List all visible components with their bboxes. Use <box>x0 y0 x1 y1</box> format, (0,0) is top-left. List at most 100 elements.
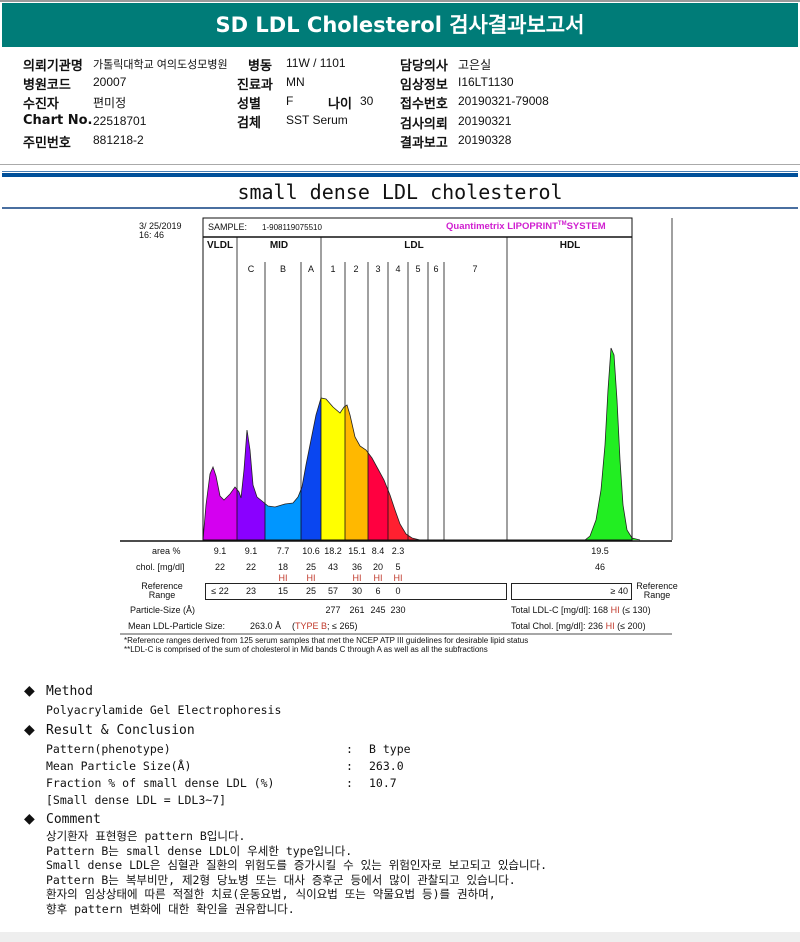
subband-label: C <box>247 264 255 274</box>
ward-label: 병동 <box>248 59 272 74</box>
hi-flag-B: HI <box>278 573 288 583</box>
department-label: 진료과 <box>237 78 273 93</box>
hospital-code-label: 병원코드 <box>23 78 71 93</box>
area-value-A: 10.6 <box>302 546 320 556</box>
brand-suffix: SYSTEM <box>566 221 606 233</box>
subband-label: 6 <box>433 264 439 274</box>
comment-line: Pattern B는 복부비만, 제2형 당뇨병 또는 대사 증후군 등에서 많… <box>46 872 516 887</box>
run-time: 16: 46 <box>139 230 165 240</box>
area-value-2: 15.1 <box>348 546 366 556</box>
total-chol-flag: HI <box>605 621 615 631</box>
mean-size-value: 263.0 Å <box>250 621 282 631</box>
divider <box>2 171 798 172</box>
area-value-HDL: 19.5 <box>591 546 609 556</box>
chol-value-1: 43 <box>327 562 338 572</box>
ward-value: 11W / 1101 <box>286 56 346 70</box>
brand-logo: Quantimetrix LIPOPRINTTMSYSTEM <box>446 221 606 232</box>
band-fill-B <box>265 348 301 540</box>
patient-value: 편미정 <box>93 96 127 110</box>
accession-label: 접수번호 <box>400 97 448 112</box>
row-label-ref: Range <box>148 590 176 600</box>
band-fill-A <box>301 348 321 540</box>
divider <box>0 164 800 165</box>
id-label: 주민번호 <box>23 136 71 151</box>
subband-label: 2 <box>353 264 359 274</box>
top-border <box>0 0 800 2</box>
chart-no-value: 22518701 <box>93 114 147 128</box>
total-ldl-value: 168 <box>593 605 609 615</box>
run-date: 3/ 25/2019 <box>139 221 182 231</box>
brand-name: Quantimetrix LIPOPRINT <box>446 221 558 233</box>
method-text: Polyacrylamide Gel Electrophoresis <box>46 703 282 717</box>
chol-value-B: 18 <box>277 562 288 572</box>
chol-value-4: 5 <box>395 562 401 572</box>
patient-label: 수진자 <box>23 97 59 112</box>
chol-value-C: 22 <box>245 562 256 572</box>
area-value-B: 7.7 <box>276 546 290 556</box>
footnote-1: *Reference ranges derived from 125 serum… <box>124 636 529 645</box>
band-fill-2 <box>345 348 368 540</box>
density-curve <box>202 347 641 541</box>
mean-type-ref: ; ≤ 265) <box>327 621 358 631</box>
total-ldl-label: Total LDL-C [mg/dl]: <box>511 605 591 615</box>
ref-value-VLDL: ≤ 22 <box>211 586 229 596</box>
area-value-4: 2.3 <box>391 546 405 556</box>
ref-value-1: 57 <box>327 586 338 596</box>
report-date-label: 결과보고 <box>400 136 448 151</box>
bottom-bar <box>0 932 800 942</box>
footnote-2: **LDL-C is comprised of the sum of chole… <box>124 645 488 654</box>
band-group-label: MID <box>269 240 289 251</box>
total-ldl-flag: HI <box>610 605 620 615</box>
area-value-C: 9.1 <box>244 546 258 556</box>
brand-tm: TM <box>557 221 567 227</box>
chol-value-3: 20 <box>372 562 383 572</box>
ref-value-2: 30 <box>351 586 362 596</box>
sex-value: F <box>286 94 294 108</box>
hi-flag-4: HI <box>393 573 403 583</box>
hi-flag-A: HI <box>306 573 316 583</box>
method-title: Method <box>46 684 93 699</box>
comment-body: 상기환자 표현형은 pattern B입니다. Pattern B는 small… <box>46 829 547 916</box>
paren: ( <box>292 621 295 631</box>
band-group-label: HDL <box>559 240 581 251</box>
comment-line: 상기환자 표현형은 pattern B입니다. <box>46 829 246 843</box>
diamond-bullet-icon: ◆ <box>24 683 35 699</box>
subband-label: 1 <box>330 264 336 274</box>
row-label-ref: Reference <box>141 581 183 591</box>
chol-value-2: 36 <box>351 562 362 572</box>
diamond-bullet-icon: ◆ <box>24 722 35 738</box>
report-date-value: 20190328 <box>458 133 512 147</box>
row-label-area: area % <box>152 546 181 556</box>
chol-value-VLDL: 22 <box>214 562 225 572</box>
result-label-pattern: Pattern(phenotype) <box>46 742 171 756</box>
particle-size-4: 230 <box>390 605 406 615</box>
result-value-pattern: B type <box>369 742 411 756</box>
ref-value-C: 23 <box>245 586 256 596</box>
total-chol-value: 236 <box>588 621 604 631</box>
band-fill-VLDL <box>203 348 237 540</box>
result-value-fraction: 10.7 <box>369 776 397 790</box>
institution-value: 가톨릭대학교 여의도성모병원 <box>93 59 228 71</box>
result-title: Result & Conclusion <box>46 723 195 738</box>
hospital-code-value: 20007 <box>93 75 127 89</box>
reference-range-box-hdl <box>511 583 632 600</box>
row-label-chol: chol. [mg/dl] <box>136 562 185 572</box>
band-group-label: VLDL <box>206 240 234 251</box>
comment-line: 환자의 임상상태에 따른 적절한 치료(운동요법, 식이요법 또는 약물요법 등… <box>46 887 496 901</box>
hi-flag-2: HI <box>352 573 362 583</box>
chol-value-HDL: 46 <box>594 562 605 572</box>
doctor-label: 담당의사 <box>400 59 448 74</box>
comment-line: Pattern B는 small dense LDL이 우세한 type입니다. <box>46 843 353 858</box>
request-date-value: 20190321 <box>458 114 512 128</box>
total-chol: Total Chol. [mg/dl]: 236 HI (≤ 200) <box>511 621 646 631</box>
result-label-fraction: Fraction % of small dense LDL (%) <box>46 776 275 790</box>
band-fill-3 <box>368 348 388 540</box>
section-title: small dense LDL cholesterol <box>237 180 563 204</box>
comment-title: Comment <box>46 812 101 827</box>
comment-line: Small dense LDL은 심혈관 질환의 위험도를 증가시킬 수 있는 … <box>46 858 548 872</box>
result-label-size: Mean Particle Size(Å) <box>46 759 192 773</box>
reference-range-box-ldl <box>205 583 507 600</box>
accession-value: 20190321-79008 <box>458 94 549 108</box>
total-chol-label: Total Chol. [mg/dl]: <box>511 621 586 631</box>
separator: : <box>346 776 353 790</box>
